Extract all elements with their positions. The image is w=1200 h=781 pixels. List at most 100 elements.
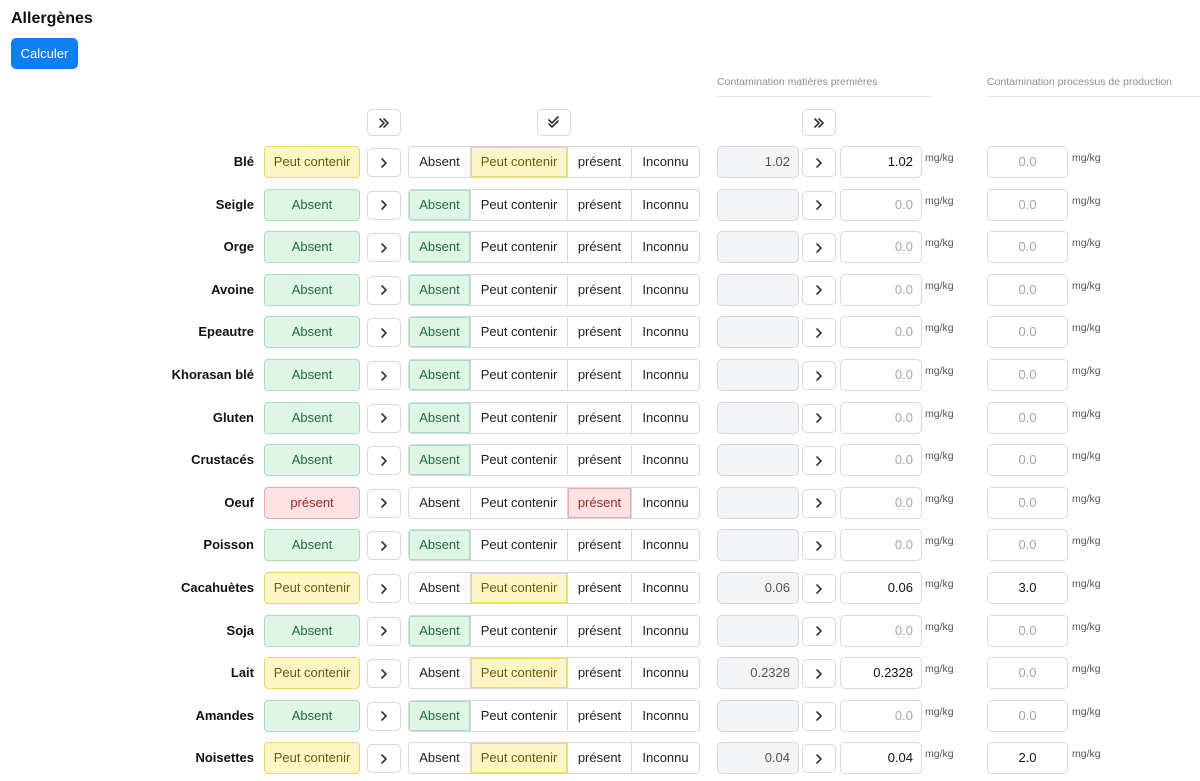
production-contamination-input[interactable]: 0.0: [987, 444, 1068, 477]
production-contamination-input[interactable]: 0.0: [987, 146, 1068, 178]
status-option-absent[interactable]: Absent: [409, 615, 471, 646]
production-contamination-input[interactable]: 0.0: [987, 273, 1068, 306]
copy-value-button[interactable]: [802, 233, 836, 263]
status-option-absent[interactable]: Absent: [409, 573, 471, 603]
contamination-value-input[interactable]: 0.0: [840, 486, 922, 519]
calculate-button[interactable]: Calculer: [11, 38, 78, 69]
copy-status-button[interactable]: [367, 361, 401, 390]
status-option-present[interactable]: présent: [568, 189, 632, 220]
status-option-unknown[interactable]: Inconnu: [642, 154, 689, 169]
status-option-may-contain[interactable]: Peut contenir: [471, 317, 568, 348]
copy-status-button[interactable]: [367, 744, 401, 774]
status-option-present[interactable]: présent: [568, 402, 632, 433]
status-option-present[interactable]: présent: [568, 445, 632, 476]
copy-value-button[interactable]: [802, 616, 836, 646]
production-contamination-input[interactable]: 0.0: [987, 188, 1068, 221]
copy-status-button[interactable]: [367, 403, 401, 433]
status-option-present[interactable]: présent: [568, 743, 632, 774]
production-contamination-input[interactable]: 0.0: [987, 231, 1068, 264]
status-option-absent[interactable]: Absent: [409, 360, 471, 390]
status-option-absent[interactable]: Absent: [409, 658, 471, 689]
copy-status-button[interactable]: [367, 659, 401, 689]
copy-value-button[interactable]: [802, 574, 836, 603]
status-option-absent[interactable]: Absent: [409, 147, 471, 177]
production-contamination-input[interactable]: 0.0: [987, 359, 1068, 391]
copy-status-button[interactable]: [367, 446, 401, 476]
contamination-value-input[interactable]: 0.0: [840, 188, 922, 221]
status-option-may-contain[interactable]: Peut contenir: [471, 530, 568, 561]
copy-value-button[interactable]: [802, 318, 836, 348]
status-option-present[interactable]: présent: [568, 487, 632, 518]
status-option-unknown[interactable]: Inconnu: [642, 537, 689, 553]
contamination-value-input[interactable]: 0.06: [840, 572, 922, 604]
status-option-absent[interactable]: Absent: [409, 487, 471, 518]
status-option-present[interactable]: présent: [568, 317, 632, 348]
status-option-present[interactable]: présent: [568, 700, 632, 731]
contamination-value-input[interactable]: 0.0: [840, 529, 922, 562]
copy-status-button[interactable]: [367, 616, 401, 646]
copy-status-button[interactable]: [367, 148, 401, 177]
status-option-unknown[interactable]: Inconnu: [642, 452, 689, 468]
status-option-absent[interactable]: Absent: [409, 743, 471, 774]
contamination-value-input[interactable]: 0.0: [840, 401, 922, 434]
production-contamination-input[interactable]: 0.0: [987, 657, 1068, 690]
status-option-absent[interactable]: Absent: [409, 274, 471, 305]
copy-value-button[interactable]: [802, 531, 836, 561]
copy-value-button[interactable]: [802, 488, 836, 518]
copy-status-button[interactable]: [367, 574, 401, 603]
status-option-present[interactable]: présent: [568, 360, 632, 390]
copy-value-button[interactable]: [802, 148, 836, 177]
production-contamination-input[interactable]: 0.0: [987, 401, 1068, 434]
status-option-may-contain[interactable]: Peut contenir: [471, 232, 568, 263]
contamination-value-input[interactable]: 0.0: [840, 444, 922, 477]
status-option-present[interactable]: présent: [568, 615, 632, 646]
status-option-present[interactable]: présent: [568, 658, 632, 689]
copy-value-button[interactable]: [802, 190, 836, 220]
production-contamination-input[interactable]: 0.0: [987, 614, 1068, 647]
status-option-absent[interactable]: Absent: [409, 189, 471, 220]
status-option-unknown[interactable]: Inconnu: [642, 324, 689, 340]
copy-value-button[interactable]: [802, 275, 836, 305]
copy-value-button[interactable]: [802, 701, 836, 731]
status-option-unknown[interactable]: Inconnu: [642, 281, 689, 297]
contamination-value-input[interactable]: 1.02: [840, 146, 922, 178]
status-option-present[interactable]: présent: [568, 147, 632, 177]
status-option-absent[interactable]: Absent: [409, 530, 471, 561]
contamination-value-input[interactable]: 0.04: [840, 742, 922, 775]
contamination-value-input[interactable]: 0.0: [840, 359, 922, 391]
status-option-unknown[interactable]: Inconnu: [642, 367, 689, 382]
copy-value-button[interactable]: [802, 403, 836, 433]
status-option-may-contain[interactable]: Peut contenir: [471, 360, 568, 390]
status-option-absent[interactable]: Absent: [409, 445, 471, 476]
status-option-unknown[interactable]: Inconnu: [642, 494, 689, 510]
status-option-present[interactable]: présent: [568, 573, 632, 603]
status-option-present[interactable]: présent: [568, 274, 632, 305]
production-contamination-input[interactable]: 0.0: [987, 529, 1068, 562]
status-option-absent[interactable]: Absent: [409, 700, 471, 731]
contamination-value-input[interactable]: 0.0: [840, 273, 922, 306]
contamination-value-input[interactable]: 0.0: [840, 614, 922, 647]
status-option-unknown[interactable]: Inconnu: [642, 409, 689, 425]
status-option-absent[interactable]: Absent: [409, 402, 471, 433]
copy-status-button[interactable]: [367, 701, 401, 731]
contamination-value-input[interactable]: 0.2328: [840, 657, 922, 690]
copy-status-button[interactable]: [367, 318, 401, 348]
contamination-value-input[interactable]: 0.0: [840, 231, 922, 264]
status-option-may-contain[interactable]: Peut contenir: [471, 487, 568, 518]
status-option-absent[interactable]: Absent: [409, 232, 471, 263]
validate-all-button[interactable]: [537, 109, 571, 136]
status-option-unknown[interactable]: Inconnu: [642, 239, 689, 255]
status-option-may-contain[interactable]: Peut contenir: [471, 615, 568, 646]
copy-all-status-button[interactable]: [367, 109, 401, 136]
copy-status-button[interactable]: [367, 531, 401, 561]
status-option-may-contain[interactable]: Peut contenir: [471, 274, 568, 305]
status-option-unknown[interactable]: Inconnu: [642, 750, 689, 766]
production-contamination-input[interactable]: 3.0: [987, 572, 1068, 604]
copy-all-values-button[interactable]: [802, 109, 836, 136]
copy-value-button[interactable]: [802, 744, 836, 774]
copy-value-button[interactable]: [802, 361, 836, 390]
status-option-may-contain[interactable]: Peut contenir: [471, 700, 568, 731]
status-option-absent[interactable]: Absent: [409, 317, 471, 348]
status-option-present[interactable]: présent: [568, 530, 632, 561]
status-option-present[interactable]: présent: [568, 232, 632, 263]
